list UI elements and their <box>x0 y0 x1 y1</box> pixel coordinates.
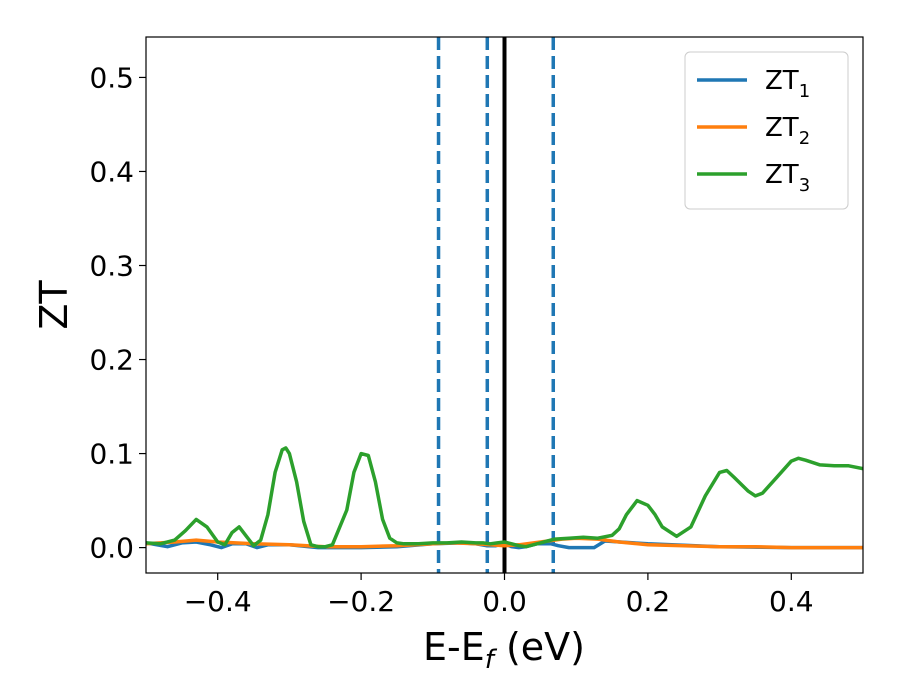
x-tick-label: 0.2 <box>626 585 671 618</box>
y-tick-label: 0.5 <box>89 61 134 94</box>
plot-area <box>146 37 863 573</box>
plot-content <box>146 37 863 573</box>
y-tick-label: 0.2 <box>89 344 134 377</box>
legend-label-zt1: ZT1 <box>765 66 810 102</box>
y-tick-label: 0.3 <box>89 250 134 283</box>
y-tick-label: 0.4 <box>89 155 134 188</box>
x-axis-title: E-Ef (eV) <box>423 625 585 675</box>
x-axis-title-unit: (eV) <box>494 625 585 669</box>
x-tick-label: −0.2 <box>327 585 395 618</box>
y-tick-label: 0.1 <box>89 438 134 471</box>
legend-label-zt2: ZT2 <box>765 113 810 149</box>
legend-box <box>684 51 849 210</box>
x-axis-title-main: E-E <box>423 625 485 669</box>
x-axis: −0.4 −0.2 0.0 0.2 0.4 <box>184 573 814 618</box>
series-line-zt3 <box>146 446 863 549</box>
legend: ZT1 ZT2 ZT3 <box>684 51 849 210</box>
legend-label-zt3: ZT3 <box>765 160 810 196</box>
x-tick-label: 0.4 <box>769 585 814 618</box>
series-line-zt2 <box>146 536 863 550</box>
x-tick-label: −0.4 <box>184 585 252 618</box>
y-axis: 0.0 0.1 0.2 0.3 0.4 0.5 <box>89 61 146 565</box>
x-tick-label: 0.0 <box>482 585 527 618</box>
y-axis-title: ZT <box>32 280 76 330</box>
y-tick-label: 0.0 <box>89 532 134 565</box>
